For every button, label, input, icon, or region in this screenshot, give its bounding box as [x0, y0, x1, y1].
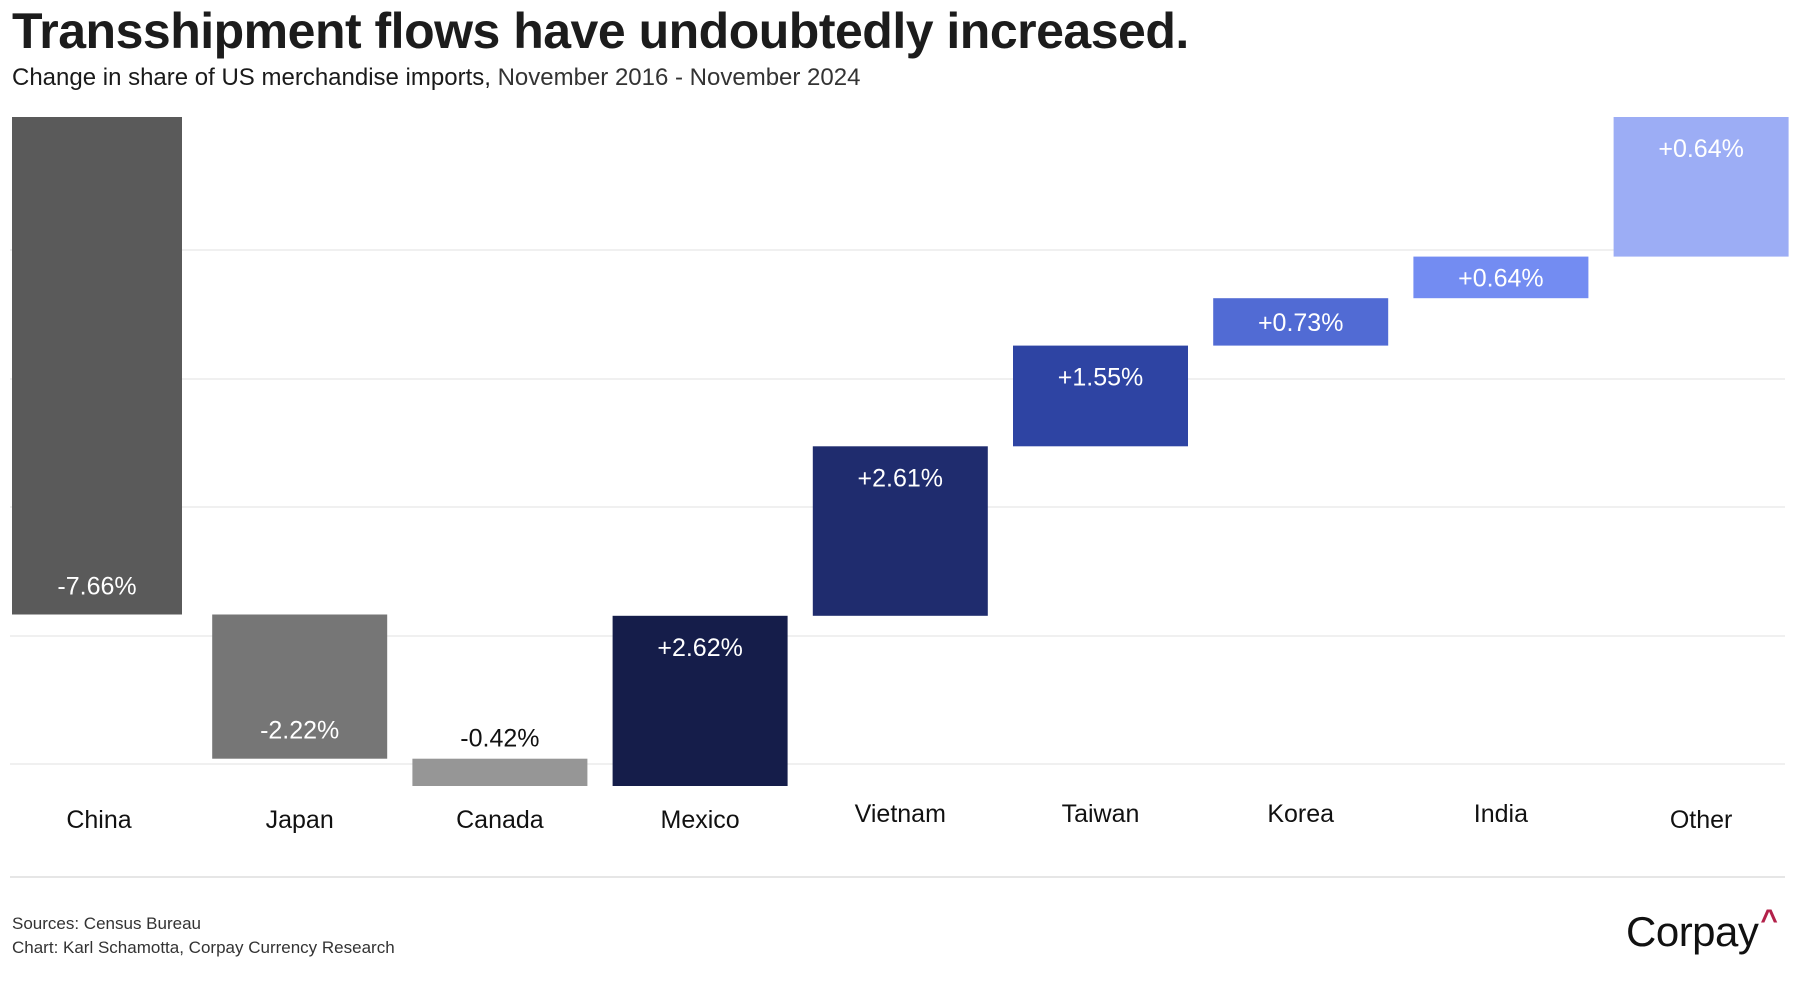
- bar-labels: -7.66% -2.22% -0.42% +2.62% +2.61% +1.55% +0.7…: [57, 135, 1743, 753]
- bar-value-label: +0.64%: [1658, 135, 1744, 163]
- x-tick-label: Vietnam: [855, 800, 946, 828]
- waterfall-chart: -7.66% -2.22% -0.42% +2.62% +2.61% +1.55% +0.7…: [10, 117, 1789, 834]
- bar-canada: [412, 758, 588, 786]
- bar-korea: [1213, 298, 1389, 346]
- chart-subtitle: Change in share of US merchandise import…: [12, 64, 860, 92]
- footer: Sources: Census Bureau Chart: Karl Scham…: [12, 912, 395, 960]
- bar-value-label: -2.22%: [260, 717, 339, 745]
- gridlines: [10, 249, 1785, 765]
- x-tick-label: India: [1474, 800, 1528, 828]
- x-tick-label: Taiwan: [1062, 800, 1140, 828]
- x-tick-label: Mexico: [661, 806, 740, 834]
- bar-vietnam: [812, 446, 988, 616]
- bar-india: [1413, 256, 1589, 299]
- chart-title: Transshipment flows have undoubtedly inc…: [12, 3, 1189, 59]
- x-tick-label: Other: [1670, 806, 1733, 834]
- subtitle-lead: Change in share of US merchandise import…: [12, 64, 491, 91]
- bars: [12, 117, 1789, 786]
- footer-divider: [10, 876, 1785, 878]
- bar-other: [1613, 117, 1789, 257]
- x-tick-label: Japan: [266, 806, 334, 834]
- bar-value-label: +0.64%: [1458, 264, 1544, 292]
- bar-china: [12, 117, 182, 615]
- bar-taiwan: [1013, 345, 1188, 447]
- corpay-logo: Corpay^: [1626, 904, 1778, 956]
- logo-caret-icon: ^: [1760, 904, 1778, 937]
- x-axis-tick-labels: China Japan Canada Mexico Vietnam Taiwan Korea…: [66, 800, 1732, 834]
- x-tick-label: Canada: [456, 806, 544, 834]
- bar-japan: [212, 614, 388, 759]
- bar-value-label: -7.66%: [57, 573, 136, 601]
- logo-text: Corpay: [1626, 908, 1759, 955]
- bar-value-label: +2.62%: [657, 634, 743, 662]
- bar-value-label: -0.42%: [460, 725, 539, 753]
- x-tick-label: China: [66, 806, 131, 834]
- bar-mexico: [612, 615, 788, 786]
- bar-value-label: +1.55%: [1058, 364, 1144, 392]
- bar-value-label: +2.61%: [858, 464, 944, 492]
- chart-credit: Chart: Karl Schamotta, Corpay Currency R…: [12, 938, 395, 957]
- x-tick-label: Korea: [1267, 800, 1334, 828]
- subtitle-date-range: November 2016 - November 2024: [497, 64, 861, 91]
- bar-value-label: +0.73%: [1258, 309, 1344, 337]
- sources-note: Sources: Census Bureau: [12, 914, 201, 933]
